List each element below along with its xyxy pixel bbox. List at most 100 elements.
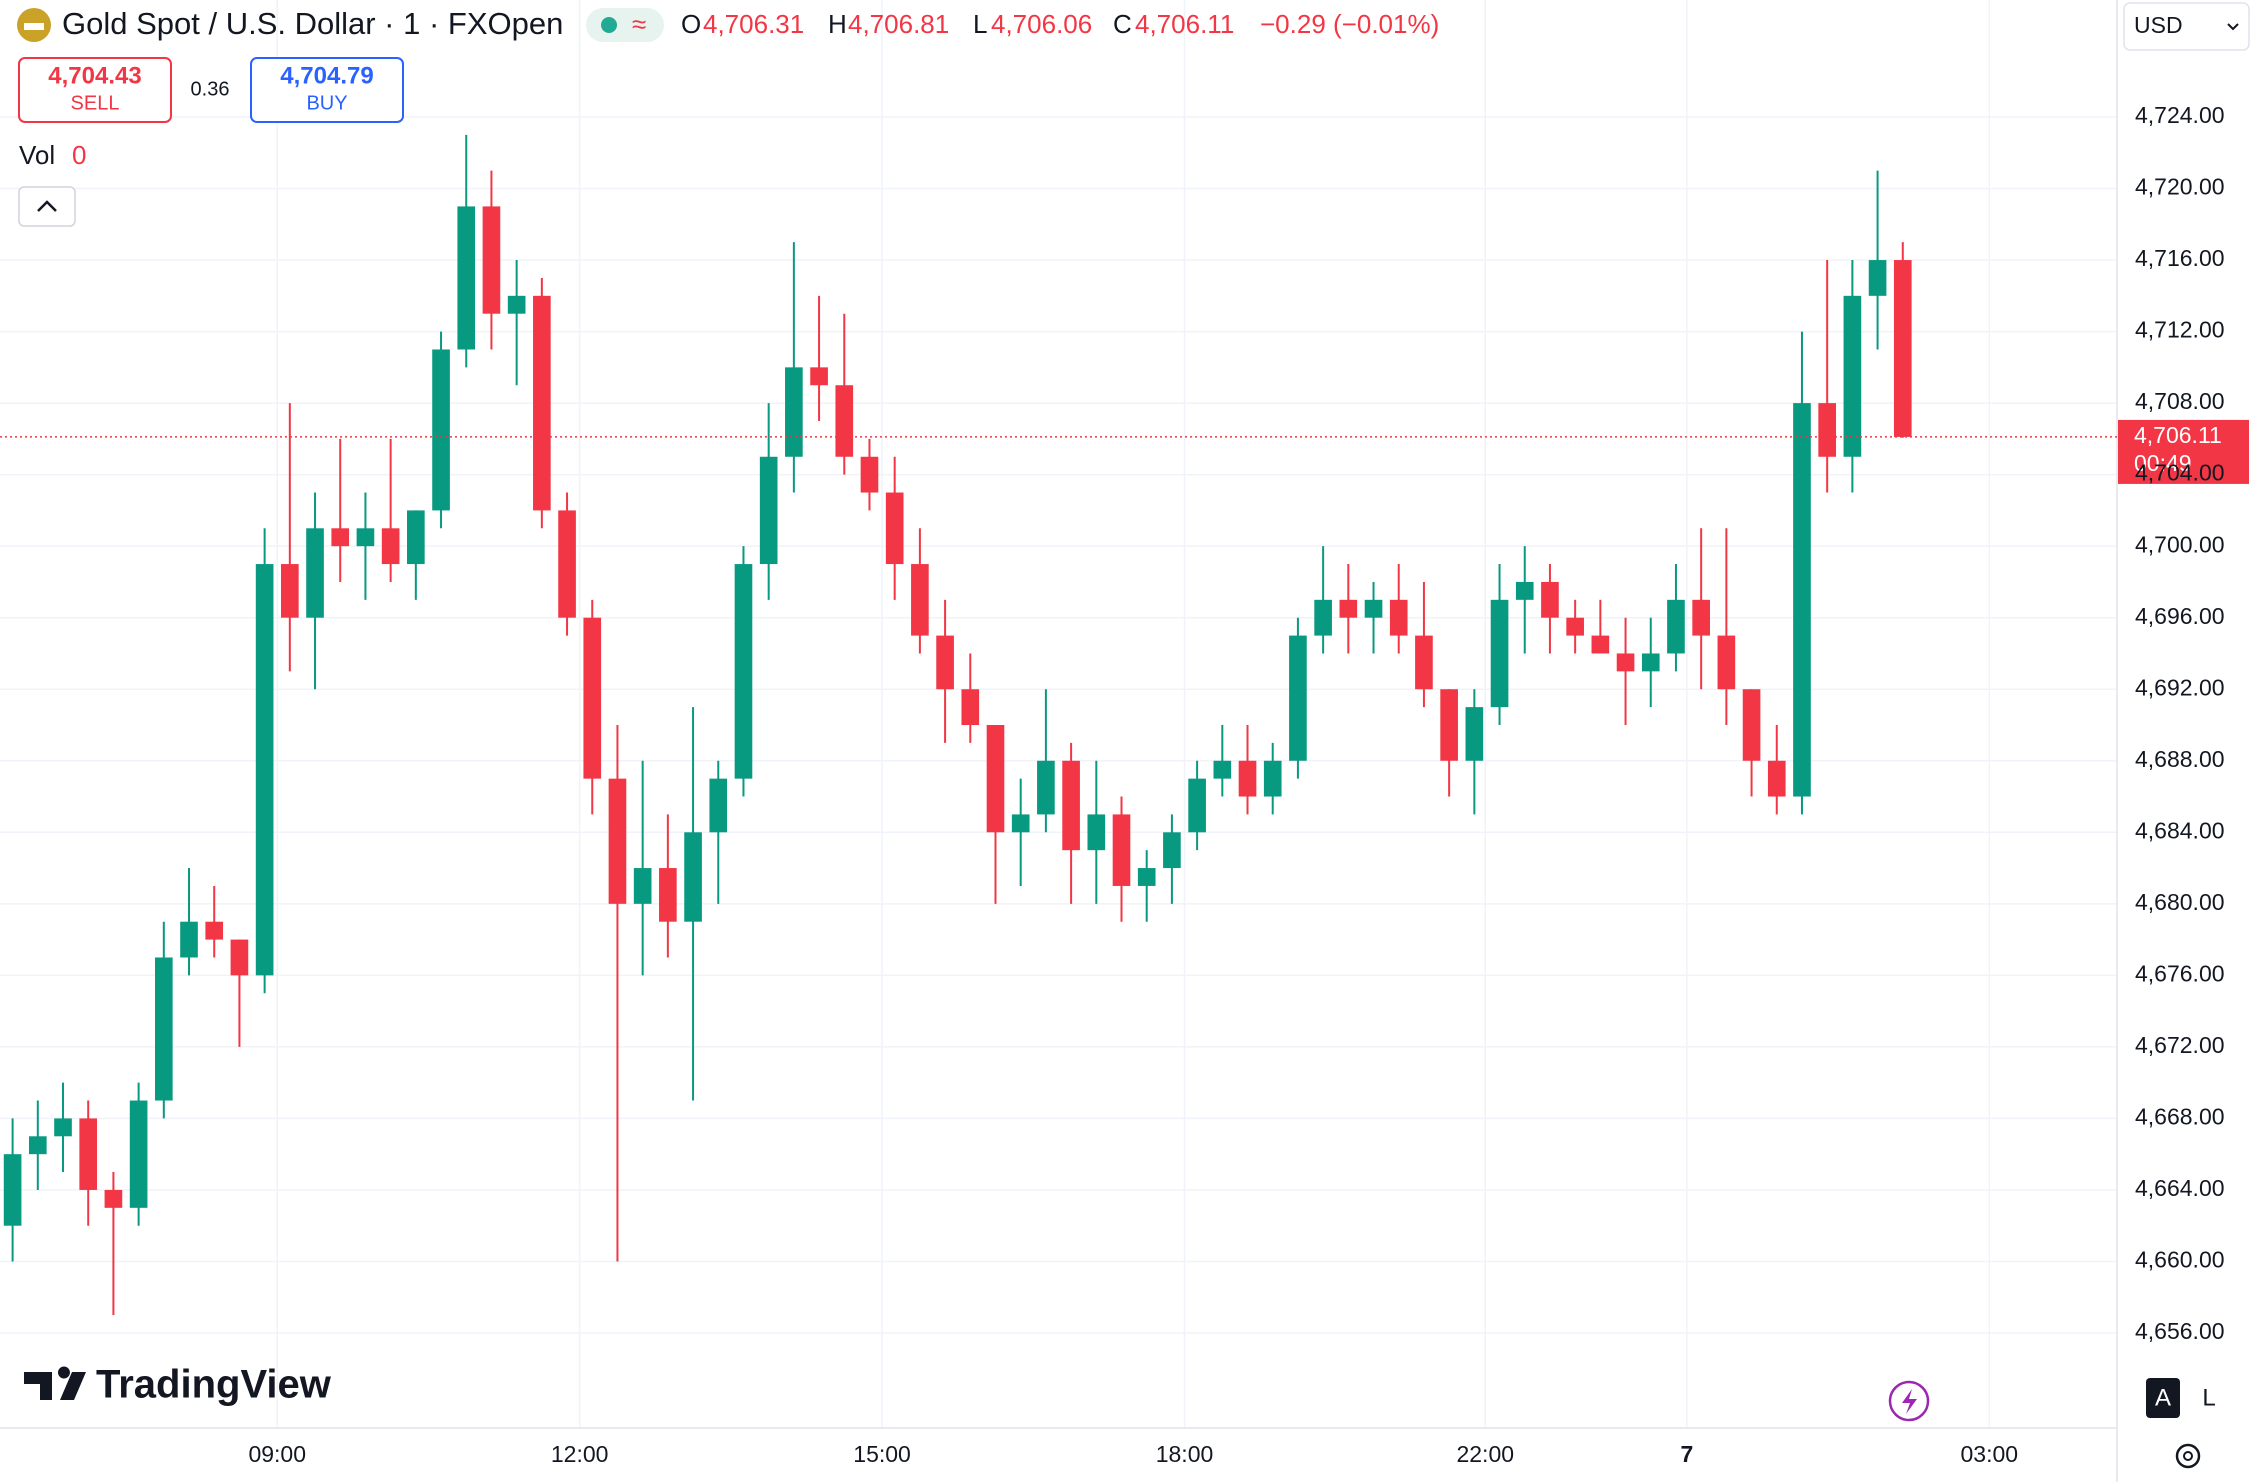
candle-body [104, 1189, 123, 1208]
candle-body [54, 1118, 72, 1137]
candle-body [734, 564, 753, 779]
lightning-icon [1902, 1389, 1917, 1414]
volume-label: Vol [19, 140, 55, 170]
candle-body [381, 528, 400, 565]
collapse-button[interactable] [18, 186, 76, 227]
candle-body [1389, 599, 1408, 636]
candle-body [1767, 760, 1786, 797]
candle-body [1263, 760, 1282, 797]
candle-body [885, 492, 904, 565]
candle-body [281, 564, 299, 618]
candle-body [558, 510, 576, 618]
candle-body [1289, 635, 1307, 761]
log-scale-button[interactable] [2192, 1378, 2226, 1418]
candle-body [79, 1118, 98, 1190]
sell-price: 4,704.43 [48, 62, 141, 89]
candle-body [1566, 617, 1584, 636]
candle-body [1717, 635, 1736, 690]
symbol-icon-bar [24, 23, 44, 30]
candle-body [230, 939, 249, 976]
candle-body [785, 367, 803, 457]
candle-body [1818, 403, 1836, 457]
candle-body [1188, 778, 1206, 833]
y-tick-label: 4,664.00 [2135, 1175, 2225, 1201]
y-tick-label: 4,684.00 [2135, 817, 2225, 843]
y-tick-label: 4,692.00 [2135, 674, 2225, 700]
candle-body [205, 921, 224, 940]
ohlc-legend: O 4,706.31 H 4,706.81 L 4,706.06 C 4,706.11 [681, 9, 1234, 39]
currency-select[interactable] [2123, 2, 2250, 51]
candle-body [1314, 599, 1332, 636]
y-tick-label: 4,668.00 [2135, 1103, 2225, 1129]
candle-body [255, 564, 274, 976]
candle-body [759, 456, 778, 565]
symbol-title[interactable]: Gold Spot / U.S. Dollar · 1 · FXOpen [62, 6, 563, 41]
candle-body [860, 456, 879, 493]
candle-body [482, 206, 501, 314]
last-price-tag [2118, 419, 2249, 484]
dropdown-icon [2227, 23, 2239, 31]
candle-body [306, 528, 324, 618]
legend-key: L [973, 9, 987, 39]
market-status[interactable] [586, 8, 664, 42]
x-tick-label: 15:00 [853, 1441, 911, 1467]
candle-body [810, 367, 828, 386]
y-tick-label: 4,656.00 [2135, 1318, 2225, 1344]
candle-body [432, 349, 450, 511]
y-tick-label: 4,672.00 [2135, 1032, 2225, 1058]
grid [0, 0, 2117, 1428]
candle-body [1465, 707, 1484, 761]
candle-body [1415, 635, 1433, 690]
candle-body [1667, 599, 1685, 654]
y-tick-label: 4,704.00 [2135, 460, 2225, 486]
candle-body [180, 921, 198, 958]
change: −0.29 (−0.01%) [1260, 9, 1439, 39]
axes: 4,656.00 4,660.00 4,664.00 4,668.00 4,672.00… [248, 102, 2224, 1467]
candle-body [356, 528, 375, 547]
settings-button[interactable] [2175, 1443, 2201, 1469]
market-status-icon: ≈ [632, 9, 646, 39]
sell-label: SELL [71, 92, 120, 114]
buy-button[interactable] [250, 57, 404, 123]
candle-body [633, 868, 652, 904]
auto-scale-button[interactable] [2146, 1378, 2180, 1418]
candle-body [457, 206, 476, 350]
candle-body [533, 295, 551, 511]
sell-button[interactable] [18, 57, 172, 123]
brand[interactable]: TradingView [96, 1363, 332, 1407]
legend-value: 4,706.06 [991, 9, 1092, 39]
candle-body [1238, 760, 1257, 797]
candle-body [1087, 814, 1106, 851]
candle-body [1440, 689, 1458, 761]
y-tick-label: 4,720.00 [2135, 174, 2225, 200]
market-status-dot [601, 17, 617, 33]
candle-body [1490, 599, 1509, 708]
x-tick-label: 18:00 [1156, 1441, 1214, 1467]
x-tick-label: 22:00 [1456, 1441, 1514, 1467]
brand-logo [24, 1366, 86, 1400]
legend-key: C [1113, 9, 1132, 39]
candle-body [154, 957, 173, 1101]
y-tick-label: 4,700.00 [2135, 531, 2225, 557]
candle-body [1742, 689, 1761, 761]
candle-body [1616, 653, 1635, 672]
spread: 0.36 [191, 78, 230, 100]
y-tick-label: 4,688.00 [2135, 746, 2225, 772]
candle-body [1692, 599, 1710, 636]
y-tick-label: 4,712.00 [2135, 317, 2225, 343]
candle-body [1591, 635, 1610, 654]
candles [3, 134, 1912, 1316]
candle-body [961, 689, 980, 725]
candle-body [709, 778, 728, 833]
candle-body [608, 778, 627, 904]
candle-body [659, 868, 677, 922]
currency: USD [2134, 12, 2183, 38]
candle-body [835, 385, 854, 457]
candle-body [1037, 760, 1055, 815]
candle-body [507, 295, 526, 314]
candle-body [936, 635, 954, 690]
y-tick-label: 4,676.00 [2135, 960, 2225, 986]
